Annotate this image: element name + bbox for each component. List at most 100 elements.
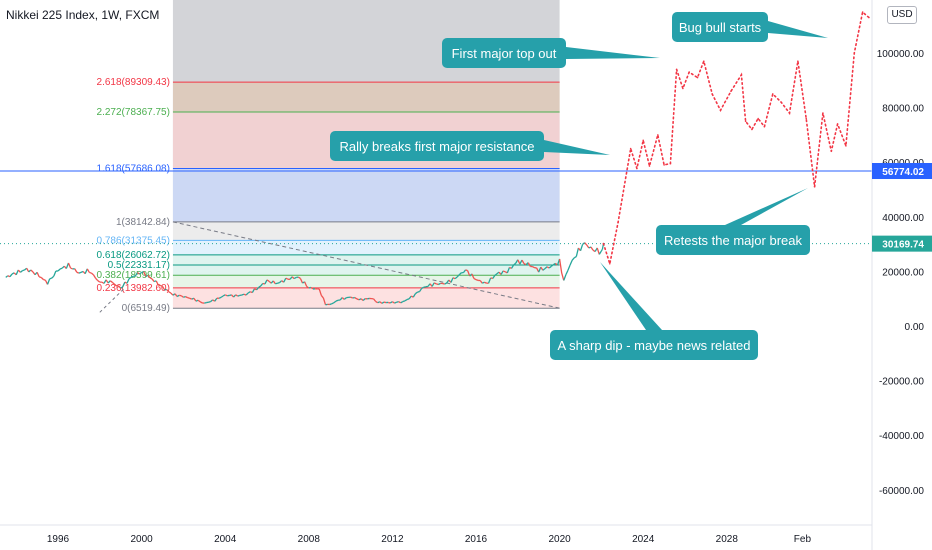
price-segment <box>450 277 454 283</box>
projection-point <box>629 147 632 150</box>
price-segment <box>233 294 237 298</box>
price-segment <box>155 280 159 286</box>
annotation-callout: A sharp dip - maybe news related <box>550 262 758 360</box>
price-segment <box>266 279 270 282</box>
price-segment <box>431 282 435 287</box>
price-segment <box>9 273 13 278</box>
callout-pointer <box>600 262 662 330</box>
price-segment <box>360 298 364 301</box>
price-segment <box>354 297 358 300</box>
callout-text: A sharp dip - maybe news related <box>558 338 751 353</box>
price-segment <box>149 277 153 280</box>
price-segment <box>523 263 527 266</box>
price-segment <box>111 281 115 285</box>
price-segment <box>392 301 395 304</box>
fib-level-label: 0.236(13982.60) <box>97 283 170 294</box>
price-segment <box>160 284 163 287</box>
price-badge <box>872 163 932 180</box>
projection-point <box>711 93 713 95</box>
price-segment <box>195 299 199 302</box>
price-segment <box>456 274 460 278</box>
x-tick-label: 2000 <box>130 534 153 545</box>
fib-zone <box>172 265 560 276</box>
price-segment <box>176 294 180 298</box>
price-segment <box>358 298 362 301</box>
price-segment <box>350 296 353 299</box>
price-segment <box>256 287 260 291</box>
price-segment <box>277 281 280 284</box>
price-segment <box>114 283 117 287</box>
fib-zone <box>172 168 560 222</box>
price-segment <box>130 275 134 278</box>
price-segment <box>67 262 72 269</box>
price-segment <box>251 288 256 293</box>
price-segment <box>552 262 556 266</box>
price-segment <box>189 297 193 300</box>
fib-trend-line <box>172 221 560 309</box>
price-segment <box>254 288 257 291</box>
price-segment <box>542 268 546 271</box>
price-segment <box>161 285 166 291</box>
x-tick-label: 2008 <box>298 534 321 545</box>
projection-point <box>636 167 638 170</box>
price-segment <box>122 281 126 288</box>
price-segment <box>375 300 379 304</box>
price-segment <box>322 297 327 306</box>
price-segment <box>444 282 448 285</box>
price-segment <box>89 271 92 274</box>
callout-box <box>330 131 544 161</box>
x-tick-label: 1996 <box>47 534 70 545</box>
x-tick-label: 2028 <box>716 534 739 545</box>
currency-button[interactable]: USD <box>887 6 917 24</box>
price-segment <box>582 242 586 245</box>
price-segment <box>404 298 408 302</box>
price-segment <box>598 250 602 255</box>
projection-point <box>763 125 766 128</box>
price-segment <box>22 269 25 272</box>
price-segment <box>199 301 203 304</box>
price-segment <box>95 277 99 282</box>
x-tick-label: 2020 <box>548 534 571 545</box>
price-segment <box>306 285 310 289</box>
price-segment <box>471 273 475 279</box>
price-segment <box>454 276 458 280</box>
price-segment <box>250 291 253 294</box>
price-segment <box>5 275 9 278</box>
y-tick-label: 20000.00 <box>882 267 924 278</box>
projection-point <box>822 112 824 114</box>
price-segment <box>588 246 592 249</box>
price-segment <box>151 278 155 282</box>
x-tick-label: 2012 <box>381 534 404 545</box>
price-segment <box>170 292 174 296</box>
projection-point <box>813 185 816 188</box>
fib-zone <box>172 240 560 255</box>
price-segment <box>546 266 550 269</box>
price-segment <box>510 264 515 269</box>
projection-point <box>696 76 699 79</box>
price-segment <box>396 301 399 303</box>
annotation-callout: Rally breaks first major resistance <box>330 131 610 161</box>
fib-zone <box>172 221 560 241</box>
price-segment <box>567 264 571 271</box>
price-segment <box>84 268 88 274</box>
price-segment <box>436 283 439 286</box>
price-segment <box>482 281 485 284</box>
price-segment <box>153 280 157 283</box>
price-segment <box>128 276 132 280</box>
price-segment <box>318 288 322 296</box>
price-segment <box>329 303 332 306</box>
projection-point <box>675 68 678 71</box>
price-segment <box>500 270 504 275</box>
price-segment <box>109 280 113 283</box>
price-segment <box>70 267 73 270</box>
price-segment <box>571 257 575 261</box>
price-segment <box>222 294 226 297</box>
price-segment <box>229 294 232 297</box>
price-segment <box>137 272 140 275</box>
price-segment <box>490 277 493 280</box>
price-segment <box>496 271 500 275</box>
projection-point <box>719 109 722 112</box>
price-segment <box>218 296 222 299</box>
price-segment <box>538 266 542 273</box>
